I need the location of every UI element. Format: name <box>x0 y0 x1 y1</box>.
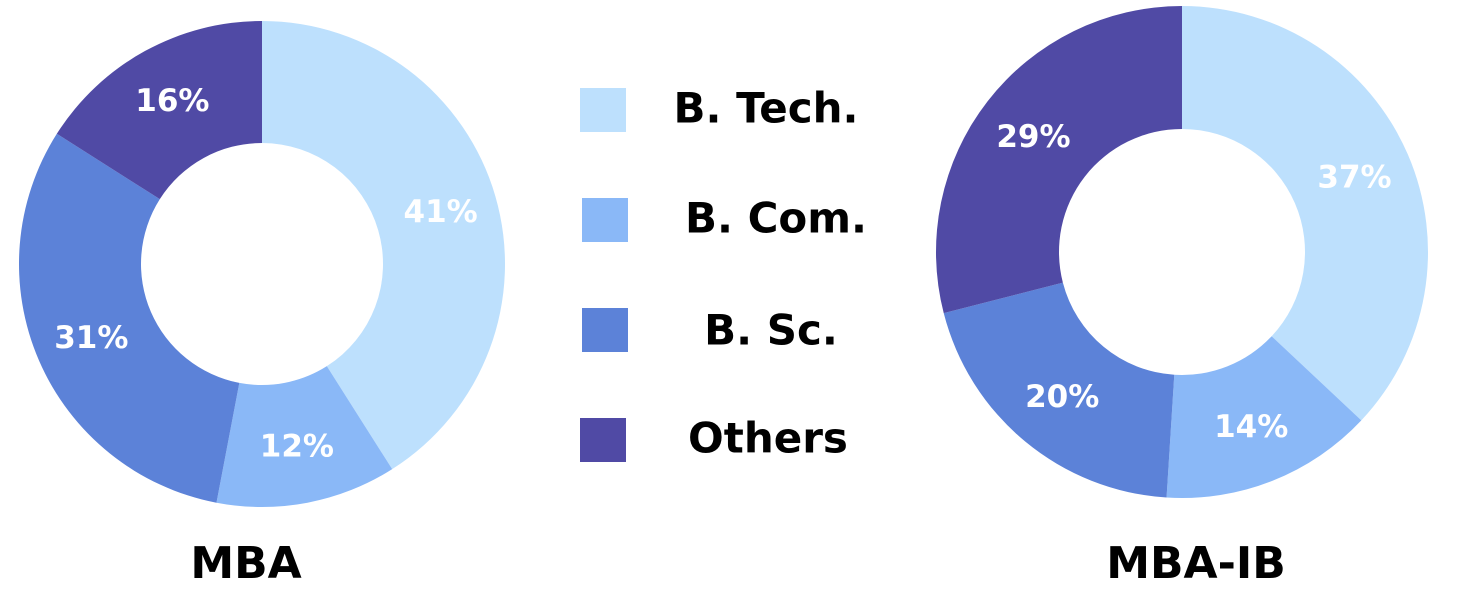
slice-mba-ib-b-com <box>1166 336 1362 499</box>
slice-mba-others <box>56 21 263 200</box>
donut-chart-mba: 41% 12% 31% 16% <box>19 21 505 507</box>
slice-mba-b-tech <box>262 21 505 470</box>
legend-swatch-b-sc <box>582 308 628 352</box>
slice-label-mba-ib-b-com: 14% <box>1214 409 1288 445</box>
legend-swatch-b-tech <box>580 88 626 132</box>
legend-label-others: Others <box>688 414 848 463</box>
chart-title-mba: MBA <box>190 538 301 589</box>
slice-mba-b-com <box>216 366 393 507</box>
chart-title-mba-ib: MBA-IB <box>1106 538 1286 589</box>
slice-mba-ib-b-sc <box>943 282 1175 498</box>
slice-label-mba-ib-others: 29% <box>996 119 1070 155</box>
slice-label-mba-b-com: 12% <box>260 429 334 465</box>
legend-swatch-others <box>580 418 626 462</box>
legend-label-b-sc: B. Sc. <box>704 306 838 355</box>
slice-mba-ib-others <box>936 6 1182 314</box>
slice-label-mba-b-tech: 41% <box>404 194 478 230</box>
legend-swatch-b-com <box>582 198 628 242</box>
slice-mba-ib-b-tech <box>1182 6 1428 421</box>
legend-label-b-com: B. Com. <box>685 194 867 243</box>
slice-label-mba-ib-b-sc: 20% <box>1025 379 1099 415</box>
legend-label-b-tech: B. Tech. <box>674 84 859 133</box>
legend: B. Tech. B. Com. B. Sc. Others <box>580 84 867 463</box>
slice-label-mba-b-sc: 31% <box>54 320 128 356</box>
slice-label-mba-ib-b-tech: 37% <box>1317 159 1391 195</box>
slice-mba-b-sc <box>19 133 240 503</box>
slice-label-mba-others: 16% <box>135 83 209 119</box>
donut-chart-mba-ib: 37% 14% 20% 29% <box>936 6 1428 499</box>
